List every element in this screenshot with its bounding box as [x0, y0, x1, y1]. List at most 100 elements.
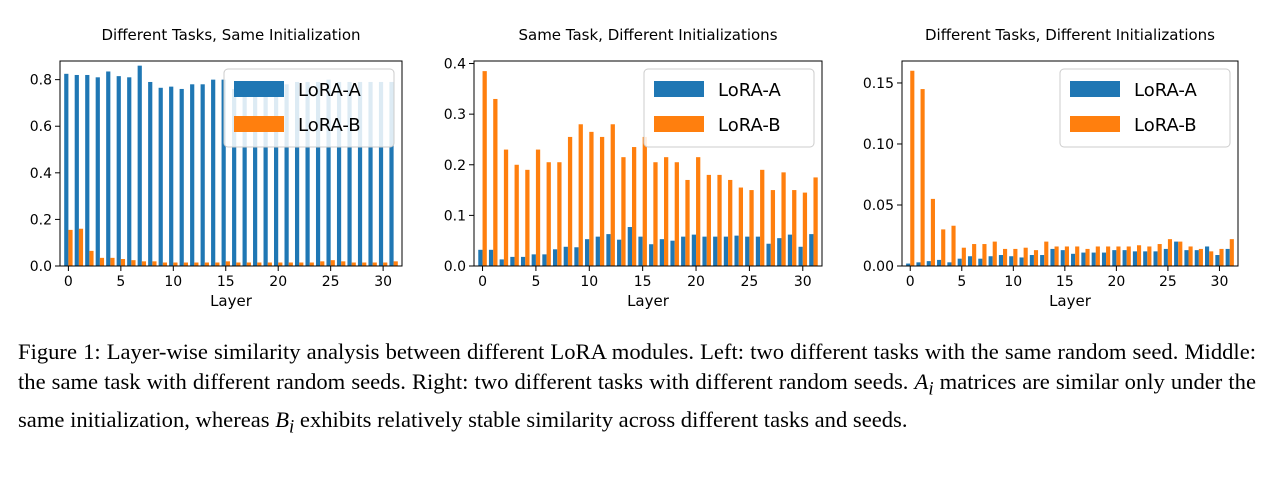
bar-lora-a-11 — [179, 88, 184, 266]
bar-lora-a-10 — [1009, 256, 1014, 266]
bar-lora-b-3 — [941, 229, 946, 266]
bar-lora-b-1 — [920, 89, 925, 266]
bar-lora-a-1 — [488, 249, 494, 266]
bar-lora-a-15 — [638, 236, 643, 266]
bar-lora-b-23 — [728, 179, 733, 266]
bar-lora-a-30 — [378, 81, 384, 266]
bar-lora-a-25 — [326, 79, 331, 266]
bar-lora-a-12 — [606, 234, 611, 266]
legend-label-lora-a: LoRA-A — [718, 80, 782, 101]
bar-lora-a-19 — [263, 84, 268, 266]
legend-swatch-lora-b — [654, 116, 704, 132]
bar-lora-b-28 — [1198, 248, 1203, 266]
bar-lora-b-16 — [1075, 246, 1080, 266]
bar-lora-b-18 — [1095, 246, 1100, 266]
bar-lora-a-14 — [1050, 248, 1055, 266]
legend-swatch-lora-a — [654, 81, 704, 97]
caption-mid: matrices are similar only under the same… — [18, 369, 1256, 432]
y-tick-label: 0.4 — [30, 166, 52, 182]
bar-lora-b-13 — [621, 157, 626, 266]
bar-lora-b-6 — [131, 260, 136, 266]
bar-lora-b-1 — [493, 98, 498, 267]
bar-lora-a-17 — [1081, 252, 1086, 266]
bar-lora-b-12 — [194, 262, 199, 266]
bar-lora-a-4 — [947, 262, 952, 266]
bar-lora-b-28 — [362, 262, 367, 266]
bar-lora-a-22 — [1132, 251, 1137, 266]
bar-lora-b-0 — [910, 70, 915, 266]
bar-lora-a-31 — [1225, 248, 1230, 266]
bar-lora-a-15 — [221, 79, 226, 266]
bar-lora-b-5 — [961, 247, 966, 266]
bar-lora-a-18 — [253, 81, 258, 266]
bar-lora-b-2 — [503, 149, 509, 266]
x-axis-label: Layer — [1049, 292, 1092, 310]
bar-lora-a-3 — [937, 259, 942, 266]
bar-lora-b-25 — [1167, 239, 1173, 266]
figure: Different Tasks, Same Initialization 0 5 10… — [30, 26, 1239, 310]
bar-lora-b-5 — [120, 259, 126, 266]
bar-lora-a-14 — [211, 79, 216, 266]
caption-sub-b: i — [289, 416, 295, 438]
bar-lora-a-23 — [305, 81, 310, 266]
y-tick-label: 0.0 — [30, 259, 52, 275]
bar-lora-b-4 — [951, 225, 956, 266]
chart-panel-1: Different Tasks, Same Initialization 0 5 10… — [30, 26, 403, 310]
bar-lora-b-25 — [749, 190, 754, 266]
bar-lora-a-28 — [777, 238, 782, 266]
bar-lora-a-31 — [809, 234, 814, 266]
bar-lora-b-1 — [78, 228, 84, 266]
caption-sub-a: i — [928, 378, 934, 400]
bar-lora-b-13 — [1044, 241, 1049, 266]
bar-lora-b-29 — [372, 262, 377, 266]
x-tick-label: 10 — [1004, 274, 1022, 290]
y-tick-label: 0.2 — [30, 212, 52, 228]
plot-frame — [901, 60, 1239, 267]
bar-lora-a-24 — [315, 81, 321, 266]
bar-lora-a-21 — [284, 84, 289, 266]
bar-lora-b-22 — [299, 262, 304, 266]
caption-label: Figure 1: — [18, 339, 101, 364]
bar-lora-b-31 — [393, 261, 398, 266]
y-tick-label: 0.4 — [444, 57, 466, 73]
bar-lora-a-5 — [116, 76, 121, 266]
bar-lora-b-14 — [631, 147, 637, 266]
bar-lora-b-16 — [236, 262, 241, 266]
bar-lora-b-9 — [1003, 248, 1008, 266]
bar-lora-a-8 — [563, 246, 568, 266]
x-tick-label: 0 — [64, 274, 73, 290]
bar-lora-b-22 — [717, 174, 722, 266]
bar-lora-b-29 — [792, 190, 797, 266]
bar-lora-b-15 — [225, 261, 230, 266]
bar-lora-a-19 — [1101, 252, 1107, 266]
bar-lora-b-3 — [99, 257, 105, 266]
bar-lora-a-30 — [798, 246, 803, 266]
chart-title: Same Task, Different Initializations — [518, 26, 777, 44]
bar-lora-a-13 — [617, 239, 622, 266]
bar-lora-a-0 — [64, 73, 69, 266]
y-tick-label: 0.05 — [863, 198, 894, 214]
bar-lora-b-8 — [567, 136, 573, 266]
bar-lora-a-10 — [585, 239, 590, 266]
bar-lora-b-10 — [1013, 248, 1018, 266]
bar-lora-a-26 — [1174, 241, 1179, 266]
legend-label-lora-b: LoRA-B — [718, 115, 781, 136]
bar-lora-b-18 — [257, 262, 262, 266]
bar-lora-a-28 — [357, 81, 363, 266]
bar-lora-b-17 — [246, 262, 251, 266]
bar-lora-a-2 — [926, 261, 931, 266]
bar-lora-a-8 — [148, 81, 153, 266]
bar-lora-b-24 — [1157, 244, 1162, 266]
bar-lora-b-30 — [1219, 248, 1224, 266]
legend-label-lora-a: LoRA-A — [1134, 80, 1198, 101]
bar-lora-a-17 — [659, 239, 665, 266]
bar-lora-b-11 — [1023, 247, 1028, 266]
bar-lora-b-21 — [1126, 246, 1131, 266]
bar-lora-a-12 — [1029, 255, 1034, 266]
bar-lora-a-22 — [713, 236, 718, 266]
bar-lora-a-23 — [723, 236, 729, 266]
bar-lora-b-23 — [309, 262, 314, 266]
chart-title: Different Tasks, Same Initialization — [101, 26, 360, 44]
bar-lora-a-25 — [1163, 248, 1168, 266]
x-tick-label: 15 — [217, 274, 235, 290]
